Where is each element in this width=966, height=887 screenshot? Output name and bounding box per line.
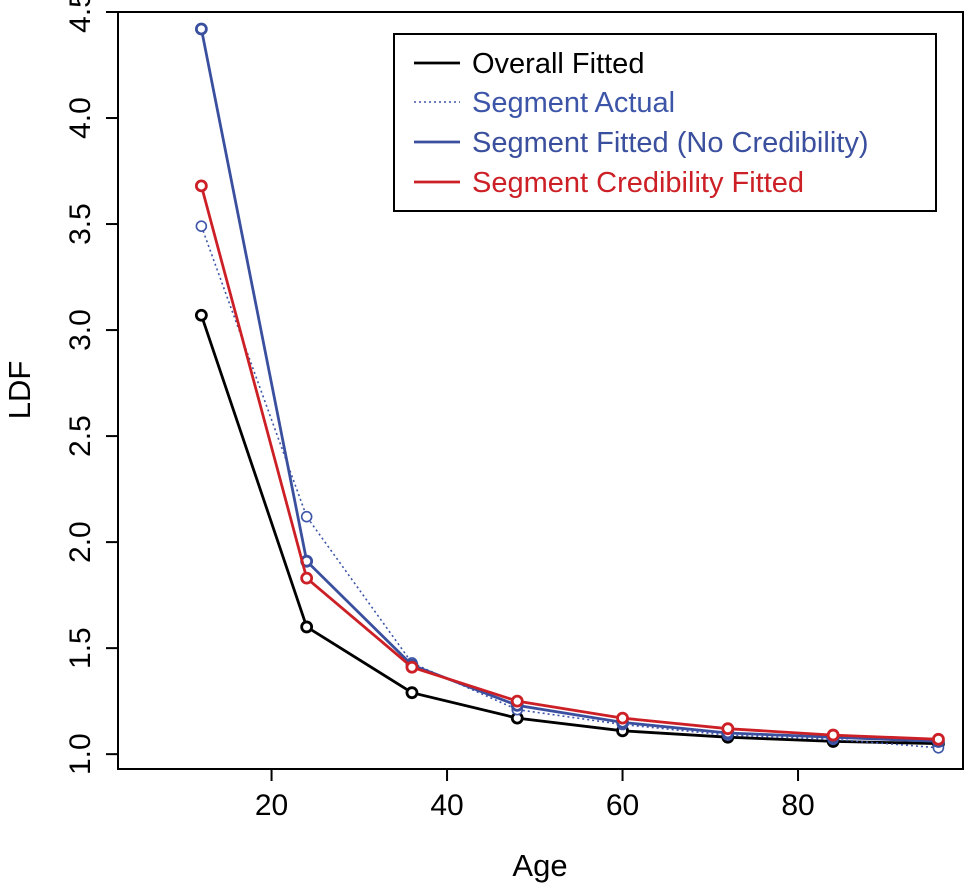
data-point	[510, 694, 524, 708]
legend-label: Segment Actual	[472, 87, 675, 119]
legend: Overall Fitted Segment Actual Segment Fitt…	[393, 33, 937, 212]
y-tick-label: 4.0	[64, 97, 97, 139]
series-line	[200, 314, 939, 745]
y-tick-label: 1.5	[64, 627, 97, 669]
x-axis: 20 40 60 80	[255, 769, 815, 822]
plot-frame	[117, 11, 964, 770]
legend-label: Overall Fitted	[472, 48, 644, 80]
data-point	[405, 660, 419, 674]
y-tick-label: 2.5	[64, 415, 97, 457]
y-tick-label: 1.0	[64, 733, 97, 775]
y-tick-label: 3.0	[64, 309, 97, 351]
y-axis: 1.0 1.5 2.0 2.5 3.0 3.5 4.0 4.5	[64, 0, 118, 775]
series-line	[200, 28, 939, 743]
series-segment-actual	[195, 220, 945, 754]
data-point	[721, 722, 735, 736]
y-tick-label: 4.5	[64, 0, 97, 33]
x-tick-label: 80	[781, 789, 814, 822]
data-point	[194, 308, 208, 322]
data-point	[194, 179, 208, 193]
series-layer	[194, 22, 945, 754]
data-point	[194, 22, 208, 36]
data-point	[195, 220, 208, 232]
series-line	[200, 225, 939, 749]
y-tick-label: 2.0	[64, 521, 97, 563]
legend-label: Segment Fitted (No Credibility)	[472, 127, 868, 159]
series-segment-credibility-fitted	[194, 179, 945, 746]
x-tick-label: 40	[430, 789, 463, 822]
x-tick-label: 20	[255, 789, 288, 822]
data-point	[405, 686, 419, 700]
data-point	[300, 510, 313, 523]
data-point	[826, 728, 840, 742]
x-axis-title: Age	[512, 848, 567, 883]
legend-label: Segment Credibility Fitted	[472, 167, 804, 199]
data-point	[300, 571, 314, 585]
series-line	[200, 185, 939, 741]
x-tick-label: 60	[606, 789, 639, 822]
data-point	[932, 732, 945, 746]
data-point	[616, 711, 629, 725]
y-tick-label: 3.5	[64, 203, 97, 245]
series-overall-fitted	[194, 308, 945, 750]
legend-box	[393, 33, 937, 212]
data-point	[300, 620, 314, 634]
y-axis-title: LDF	[2, 361, 37, 420]
